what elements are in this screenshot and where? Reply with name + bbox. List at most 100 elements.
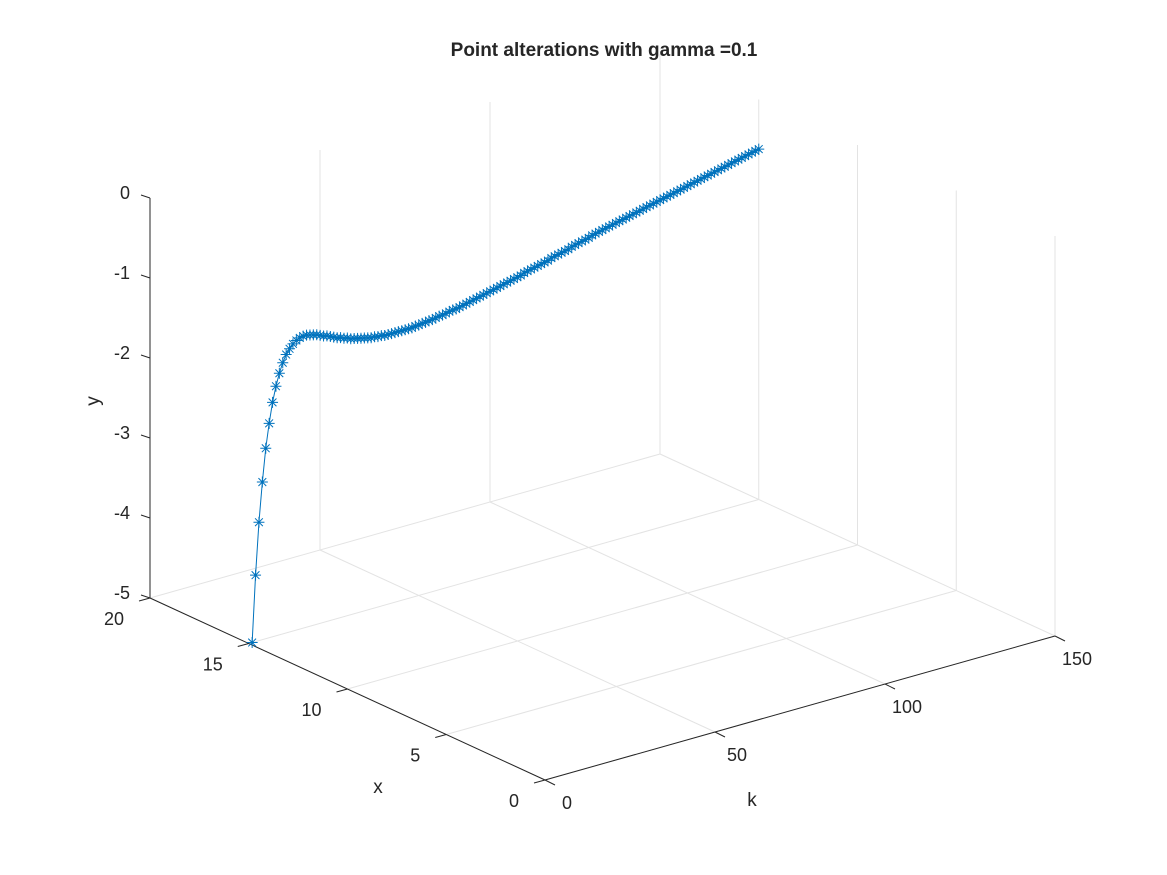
y-tick-mark <box>140 514 151 519</box>
data-point-marker <box>477 289 489 301</box>
data-point-marker <box>260 442 272 454</box>
y-tick-label: -4 <box>114 503 130 523</box>
data-point-marker <box>420 316 432 328</box>
data-point-marker <box>590 228 602 240</box>
data-point-marker <box>440 307 452 319</box>
data-point-marker <box>532 260 544 272</box>
data-point-marker <box>535 258 547 270</box>
data-point-marker <box>488 284 500 296</box>
y-tick-label: -1 <box>114 263 130 283</box>
x-tick-label: 20 <box>104 609 124 629</box>
data-point-marker <box>739 150 751 162</box>
data-point-marker <box>518 267 530 279</box>
data-point-marker <box>324 330 336 342</box>
data-point-marker <box>552 249 564 261</box>
data-point-marker <box>651 196 663 208</box>
data-point-marker <box>549 250 561 262</box>
data-point-marker <box>562 243 574 255</box>
data-point-marker <box>253 516 265 528</box>
k-tick-label: 100 <box>892 697 922 717</box>
data-point-marker <box>399 324 411 336</box>
data-point-marker <box>712 164 724 176</box>
y-axis-label: y <box>83 396 104 406</box>
data-point-marker <box>746 147 758 159</box>
data-point-marker <box>654 194 666 206</box>
data-point-marker <box>447 304 459 316</box>
data-point-marker <box>709 166 721 178</box>
x-tick-mark <box>435 734 447 738</box>
data-point-marker <box>610 217 622 229</box>
data-point-marker <box>647 198 659 210</box>
data-point-marker <box>246 637 258 649</box>
data-point-marker <box>522 265 534 277</box>
x-tick-label: 10 <box>301 700 321 720</box>
data-point-marker <box>719 161 731 173</box>
y-tick-label: -2 <box>114 343 130 363</box>
data-point-marker <box>732 154 744 166</box>
data-point-marker <box>671 185 683 197</box>
data-point-marker <box>474 291 486 303</box>
data-point-marker <box>702 170 714 181</box>
data-point-marker <box>328 331 340 343</box>
y-tick-mark <box>140 434 151 439</box>
y-tick-label: -3 <box>114 423 130 443</box>
data-point-marker <box>386 328 398 340</box>
chart-title: Point alterations with gamma =0.1 <box>451 40 758 61</box>
data-point-marker <box>396 325 408 337</box>
x-tick-label: 15 <box>203 655 223 675</box>
data-point-marker <box>600 222 612 234</box>
series-line <box>251 148 759 643</box>
data-point-marker <box>273 367 285 379</box>
data-point-marker <box>729 155 741 167</box>
data-point-marker <box>372 331 384 343</box>
data-point-marker <box>280 349 292 361</box>
k-tick-mark <box>544 779 556 786</box>
x-tick-mark <box>138 597 151 602</box>
grid-layer <box>149 54 1056 781</box>
data-point-marker <box>256 476 268 488</box>
data-point-marker <box>403 323 415 335</box>
data-point-marker <box>556 247 568 259</box>
data-point-marker <box>753 143 765 155</box>
data-point-marker <box>250 569 262 581</box>
data-point-marker <box>515 270 527 281</box>
k-tick-label: 50 <box>727 745 747 765</box>
data-point-marker <box>566 241 578 253</box>
data-point-marker <box>576 235 588 247</box>
x-tick-mark <box>237 643 249 647</box>
data-point-marker <box>681 180 693 192</box>
data-point-marker <box>583 232 595 244</box>
data-point-marker <box>634 205 646 217</box>
data-point-marker <box>501 277 513 289</box>
data-point-marker <box>579 234 591 246</box>
data-point-marker <box>695 173 707 185</box>
data-point-marker <box>498 278 510 290</box>
x-tick-label: 0 <box>509 791 519 811</box>
data-point-marker <box>392 326 404 338</box>
k-tick-mark <box>884 683 896 690</box>
data-point-marker <box>698 171 710 183</box>
x-tick-mark <box>533 779 546 784</box>
x-axis-label: x <box>373 777 383 798</box>
data-point-marker <box>460 298 472 310</box>
series-layer <box>246 143 765 649</box>
data-point-marker <box>464 296 476 308</box>
data-point-marker <box>539 256 551 268</box>
data-point-marker <box>335 332 347 344</box>
data-point-marker <box>722 159 734 171</box>
data-point-marker <box>641 201 653 213</box>
y-tick-label: 0 <box>120 183 130 203</box>
y-tick-mark <box>140 354 151 359</box>
data-point-marker <box>290 334 302 346</box>
data-point-marker <box>569 239 581 251</box>
data-point-marker <box>603 221 615 233</box>
data-point-marker <box>586 229 598 241</box>
data-point-marker <box>406 322 418 334</box>
data-point-marker <box>508 273 520 285</box>
data-point-marker <box>382 329 394 341</box>
data-point-marker <box>263 417 275 429</box>
k-tick-mark <box>714 731 726 738</box>
k-tick-mark <box>1054 635 1066 642</box>
data-point-marker <box>267 396 279 408</box>
